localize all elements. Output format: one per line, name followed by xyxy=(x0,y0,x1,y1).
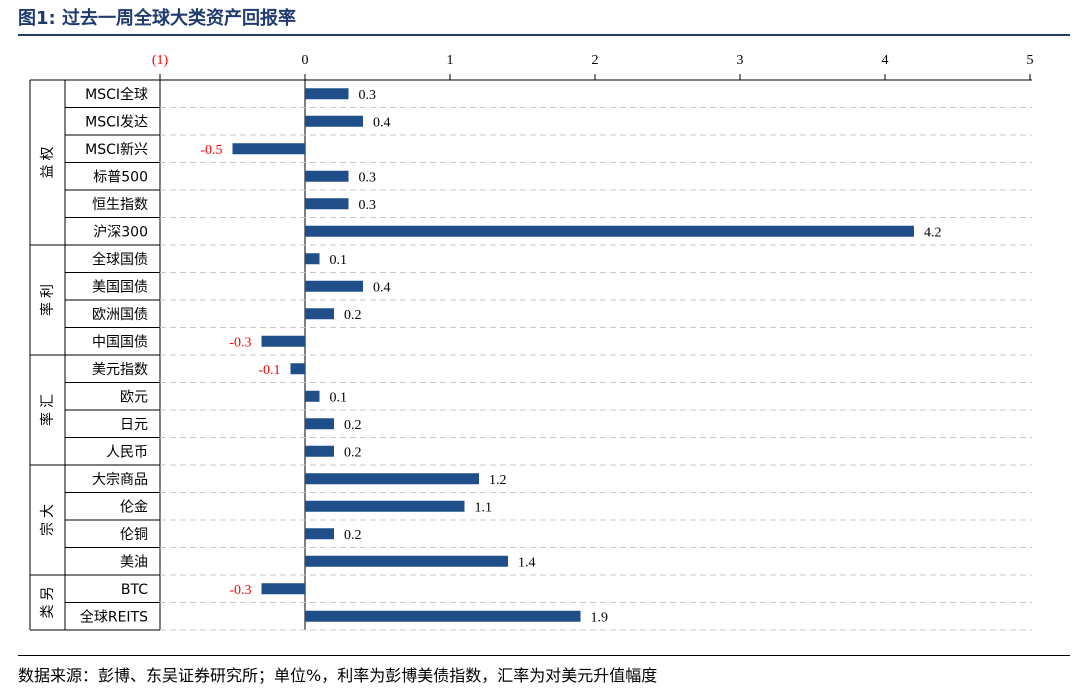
data-label: -0.1 xyxy=(258,363,280,378)
data-label: 0.4 xyxy=(373,115,391,130)
bar xyxy=(290,363,305,375)
bar-chart: (1) 0 1 2 3 4 5 权益 MSCI全球 0.3 MSCI发达 0.4 MSCI新兴 -0.5 标… xyxy=(29,53,1034,631)
title-rule xyxy=(18,34,1070,36)
category-label: 欧洲国债 xyxy=(92,307,148,323)
bar xyxy=(261,583,305,595)
bar xyxy=(305,225,914,237)
group-label: 宗 xyxy=(40,522,56,536)
category-label: 全球国债 xyxy=(92,251,148,268)
data-label: 1.9 xyxy=(591,610,609,625)
category-label: MSCI全球 xyxy=(85,86,148,103)
bar xyxy=(305,528,334,540)
bar xyxy=(305,500,465,512)
x-tick-label: (1) xyxy=(152,53,169,68)
data-label: 0.2 xyxy=(344,308,362,323)
data-label: 4.2 xyxy=(924,225,942,240)
group-label: 率 xyxy=(39,302,56,316)
data-label: -0.5 xyxy=(200,143,222,158)
x-tick-label: 3 xyxy=(737,53,744,68)
category-label: 标普500 xyxy=(93,169,148,185)
data-label: 0.2 xyxy=(344,418,362,433)
source-note: 数据来源：彭博、东吴证券研究所；单位%，利率为彭博美债指数，汇率为对美元升值幅度 xyxy=(18,666,658,685)
category-label: 中国国债 xyxy=(92,334,148,350)
x-tick-label: 2 xyxy=(592,53,599,68)
bar xyxy=(305,280,363,292)
data-label: 0.3 xyxy=(359,198,377,213)
data-label: -0.3 xyxy=(229,583,251,598)
bar xyxy=(305,555,508,567)
data-label: 1.4 xyxy=(518,555,536,570)
group-label: 大 xyxy=(40,504,56,518)
bar xyxy=(305,253,320,265)
data-label: 1.2 xyxy=(489,473,507,488)
bar xyxy=(305,445,334,457)
bar xyxy=(305,390,320,402)
data-label: -0.3 xyxy=(229,335,251,350)
category-label: 恒生指数 xyxy=(92,197,148,213)
category-label: 美元指数 xyxy=(92,362,148,378)
data-label: 0.2 xyxy=(344,528,362,543)
source-rule xyxy=(18,655,1070,656)
group-label: 类 xyxy=(40,605,56,619)
category-label: MSCI新兴 xyxy=(85,142,148,158)
bar xyxy=(305,170,349,182)
x-tick-label: 0 xyxy=(302,53,309,68)
group-label: 汇 xyxy=(40,394,56,408)
data-label: 1.1 xyxy=(475,500,493,515)
data-label: 0.4 xyxy=(373,280,391,295)
group-label: 另 xyxy=(40,587,56,601)
bar xyxy=(261,335,305,347)
category-label: 沪深300 xyxy=(93,224,148,240)
bar xyxy=(305,88,349,100)
bar xyxy=(232,143,305,155)
bar xyxy=(305,115,363,127)
group-label: 权 xyxy=(40,147,56,161)
category-label: MSCI发达 xyxy=(85,114,148,130)
category-label: 人民币 xyxy=(106,444,148,460)
data-label: 0.2 xyxy=(344,445,362,460)
category-label: 日元 xyxy=(120,417,148,433)
group-label: 率 xyxy=(39,412,56,426)
category-label: 全球REITS xyxy=(80,608,148,625)
group-label: 益 xyxy=(40,165,56,179)
x-tick-label: 1 xyxy=(447,53,454,68)
category-label: BTC xyxy=(121,582,148,598)
category-label: 伦铜 xyxy=(120,527,148,543)
category-label: 伦金 xyxy=(120,499,148,515)
figure-title: 图1: 过去一周全球大类资产回报率 xyxy=(18,8,296,29)
bar xyxy=(305,198,349,210)
x-tick-label: 5 xyxy=(1027,53,1034,68)
data-label: 0.1 xyxy=(330,253,348,268)
category-label: 大宗商品 xyxy=(92,472,148,488)
x-tick-label: 4 xyxy=(882,53,889,68)
bar xyxy=(305,610,581,622)
category-label: 美国国债 xyxy=(92,279,148,295)
data-label: 0.3 xyxy=(359,170,377,185)
group-label: 利 xyxy=(40,284,56,298)
bar xyxy=(305,308,334,320)
category-label: 美油 xyxy=(120,554,148,570)
data-label: 0.1 xyxy=(330,390,348,405)
data-label: 0.3 xyxy=(359,88,377,103)
bar xyxy=(305,473,479,485)
category-label: 欧元 xyxy=(120,389,148,405)
bar xyxy=(305,418,334,430)
